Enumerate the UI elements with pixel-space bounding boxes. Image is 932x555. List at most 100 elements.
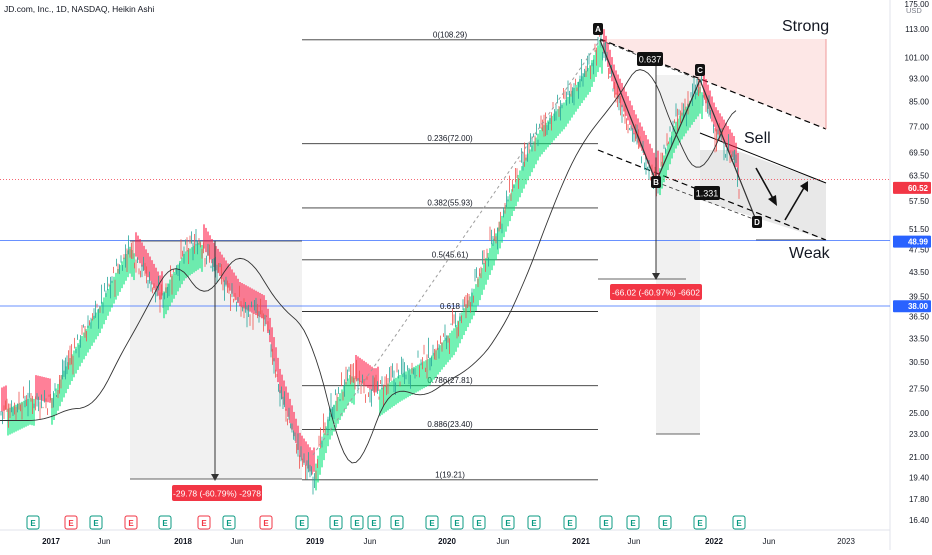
earnings-marker[interactable]: E [158,515,172,530]
earnings-marker[interactable]: E [732,515,746,530]
svg-text:38.00: 38.00 [908,302,929,311]
moving-average-line [0,69,737,464]
price-tick-label: 39.50 [909,292,930,301]
earnings-marker[interactable]: E [693,515,707,530]
abcd-pattern[interactable]: A B C D [593,23,762,228]
earnings-marker[interactable]: E [501,515,515,530]
svg-text:1.331: 1.331 [696,189,719,199]
time-tick-label: Jun [231,537,244,546]
svg-text:E: E [505,519,511,528]
svg-text:E: E [333,519,339,528]
time-tick-label: Jun [364,537,377,546]
time-tick-label: Jun [628,537,641,546]
annotation-sell: Sell [744,130,771,147]
price-marker: 48.99 [893,235,931,248]
svg-text:E: E [567,519,573,528]
svg-text:E: E [697,519,703,528]
svg-text:E: E [299,519,305,528]
fib-level-label: 0.618 [440,302,461,311]
svg-text:E: E [371,519,377,528]
time-axis[interactable]: 2017 Jun 2018 Jun 2019 Jun 2020 Jun 2021 Jun 2022 J… [42,537,855,546]
measure-label-right: -66.02 (-60.97%) -6602 [610,284,702,300]
price-tick-label: 23.00 [909,430,930,439]
pattern-point-c: C [695,64,705,76]
svg-text:E: E [662,519,668,528]
svg-text:E: E [531,519,537,528]
price-tick-label: 30.50 [909,358,930,367]
annotation-weak: Weak [789,245,831,262]
fib-level-label: 0.382(55.93) [427,198,473,207]
earnings-marker[interactable]: E [472,515,486,530]
earnings-marker[interactable]: E [197,515,211,530]
svg-text:48.99: 48.99 [908,238,929,247]
measure-label-left: -29.78 (-60.79%) -2978 [172,485,262,501]
svg-text:B: B [653,178,659,187]
fib-level-label: 0.5(45.61) [432,250,469,259]
time-tick-label: 2020 [438,537,456,546]
pattern-point-d: D [752,216,762,228]
svg-text:E: E [354,519,360,528]
svg-text:D: D [754,218,760,227]
price-marker: 38.00 [893,300,931,313]
pattern-point-a: A [593,23,603,35]
price-marker: 60.52 [893,181,931,194]
time-tick-label: 2017 [42,537,60,546]
time-tick-label: Jun [497,537,510,546]
fibonacci-retracement[interactable]: 0(108.29) 0.236(72.00) 0.382(55.93) 0.5(45.… [130,30,598,481]
fib-level-label: 0(108.29) [433,30,468,39]
price-tick-label: 43.50 [909,268,930,277]
price-tick-label: 57.50 [909,197,930,206]
price-tick-label: 19.40 [909,473,930,482]
annotation-strong: Strong [782,18,829,35]
price-tick-label: 85.00 [909,97,930,106]
fib-level-label: 0.886(23.40) [427,420,473,429]
earnings-marker[interactable]: E [124,515,138,530]
earnings-marker[interactable]: E [350,515,364,530]
fib-level-label: 0.786(27.81) [427,376,473,385]
earnings-marker[interactable]: E [527,515,541,530]
svg-text:E: E [394,519,400,528]
earnings-marker[interactable]: E [563,515,577,530]
earnings-marker[interactable]: E [626,515,640,530]
price-tick-label: 93.00 [909,75,930,84]
chart-title: JD.com, Inc., 1D, NASDAQ, Heikin Ashi [4,4,154,14]
price-tick-label: 51.50 [909,225,930,234]
fib-level-label: 0.236(72.00) [427,134,473,143]
earnings-marker[interactable]: E [259,515,273,530]
ratio-label-1: 0.637 [637,52,663,66]
price-tick-label: 77.00 [909,123,930,132]
price-tick-label: 101.00 [905,54,930,63]
earnings-marker[interactable]: E [64,515,78,530]
earnings-marker[interactable]: E [295,515,309,530]
earnings-marker[interactable]: E [658,515,672,530]
svg-text:E: E [630,519,636,528]
time-tick-label: 2021 [572,537,590,546]
price-tick-label: 47.50 [909,245,930,254]
earnings-marker[interactable]: E [425,515,439,530]
svg-text:E: E [68,519,74,528]
price-tick-label: 63.50 [909,172,930,181]
svg-text:E: E [30,519,36,528]
earnings-marker[interactable]: E [222,515,236,530]
earnings-marker[interactable]: E [390,515,404,530]
svg-text:-66.02 (-60.97%) -6602: -66.02 (-60.97%) -6602 [612,288,700,298]
time-tick-label: Jun [98,537,111,546]
price-axis[interactable]: 175.00 113.00 101.00 93.00 85.00 77.00 69.50 63… [893,0,931,525]
earnings-marker[interactable]: E [599,515,613,530]
time-tick-label: 2023 [837,537,855,546]
price-tick-label: 36.50 [909,312,930,321]
earnings-marker[interactable]: E [450,515,464,530]
svg-text:E: E [603,519,609,528]
earnings-marker[interactable]: E [329,515,343,530]
svg-text:E: E [128,519,134,528]
earnings-marker[interactable]: E [89,515,103,530]
earnings-marker[interactable]: E [26,515,40,530]
svg-text:E: E [201,519,207,528]
price-tick-label: 175.00 [905,0,930,9]
svg-text:E: E [263,519,269,528]
earnings-marker[interactable]: E [367,515,381,530]
price-tick-label: 25.00 [909,409,930,418]
